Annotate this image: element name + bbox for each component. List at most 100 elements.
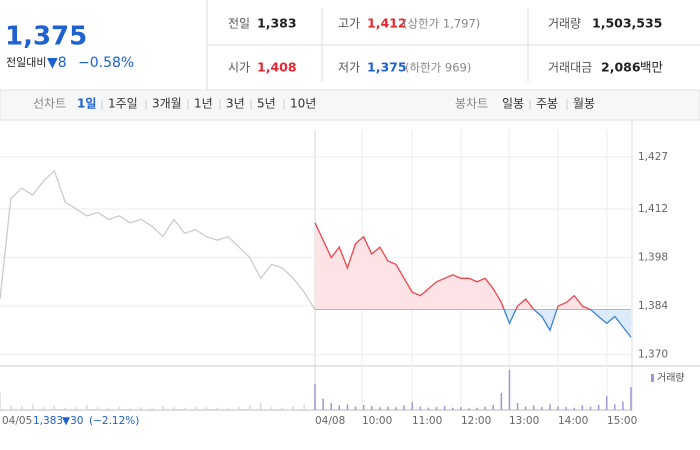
volume-bar: [173, 407, 175, 410]
volume-bar: [259, 403, 262, 410]
volume-bar: [524, 406, 527, 410]
y-tick-label: 1,370: [638, 349, 668, 361]
y-tick-label: 1,398: [638, 252, 668, 264]
volume-bar: [516, 403, 519, 410]
stat-note: (하한가 969): [405, 61, 471, 75]
period-tab[interactable]: 1일: [77, 97, 96, 111]
y-tick-label: 1,384: [638, 300, 668, 312]
volume-bar: [492, 404, 495, 410]
volume-bar: [107, 407, 110, 410]
prev-rate: (−2.12%): [89, 415, 139, 427]
change-rate: −0.58%: [78, 55, 134, 71]
change-label: 전일대비: [6, 55, 46, 69]
volume-bar: [387, 406, 389, 410]
x-tick-label: 11:00: [412, 415, 442, 427]
stat-label: 고가: [338, 17, 360, 31]
volume-bar: [549, 404, 551, 410]
x-tick-label: 15:00: [607, 415, 637, 427]
tabs: 선차트 1일 1주일 3개월 1년 3년 5년 10년 봉차트 일봉 주봉 월봉: [33, 97, 595, 111]
volume-bar: [20, 406, 23, 410]
volume-bar: [42, 407, 45, 410]
volume-bar: [118, 406, 121, 410]
volume-bar: [238, 406, 240, 410]
volume-bar: [427, 407, 430, 410]
volume-bar: [194, 406, 197, 410]
x-tick-label: 12:00: [461, 415, 491, 427]
volume-bar: [346, 404, 349, 410]
volume-bar: [605, 395, 608, 410]
volume-bar: [395, 407, 397, 410]
volume-bar: [75, 406, 77, 410]
stat-label: 거래대금: [548, 61, 592, 75]
stat-value: 1,408: [257, 60, 297, 75]
candle-tab[interactable]: 월봉: [573, 97, 595, 111]
stat-label: 거래량: [548, 17, 581, 31]
volume-bar: [292, 406, 295, 410]
volume-bar: [614, 404, 616, 410]
volume-bar: [64, 407, 66, 410]
volume-bar: [362, 404, 365, 410]
x-tick-label: 04/05: [2, 415, 32, 427]
stat-label: 시가: [228, 61, 250, 75]
price-line: [314, 222, 632, 338]
volume-bar: [330, 403, 332, 410]
stat-value: 1,503,535: [592, 16, 662, 31]
stat-label: 저가: [338, 61, 360, 75]
volume-bar: [403, 405, 405, 410]
volume-bar: [322, 398, 324, 410]
stat-note: (상한가 1,797): [403, 17, 480, 31]
period-tab[interactable]: 5년: [257, 97, 276, 111]
volume-bar: [151, 407, 153, 410]
volume-bar: [303, 404, 305, 410]
period-tab[interactable]: 3개월: [152, 97, 182, 111]
prev-day-line: [0, 169, 316, 310]
volume-bar: [468, 408, 470, 410]
volume-bar: [86, 404, 88, 410]
period-tab[interactable]: 3년: [226, 97, 245, 111]
volume-bar: [622, 401, 624, 410]
volume-bar: [573, 407, 576, 410]
candle-tab[interactable]: 일봉: [502, 97, 524, 111]
volume-bar: [500, 392, 503, 410]
volume-bar: [557, 406, 559, 410]
volume-bar: [53, 406, 56, 410]
candle-tab[interactable]: 주봉: [536, 97, 558, 111]
stat-value: 1,383: [257, 16, 297, 31]
period-tab[interactable]: 1주일: [108, 97, 138, 111]
volume-bar: [354, 406, 357, 410]
volume-bar: [129, 408, 132, 410]
x-tick-label: 14:00: [558, 415, 588, 427]
x-tick-label: 13:00: [509, 415, 539, 427]
volume-bar: [281, 407, 284, 410]
volume-bar: [205, 407, 208, 410]
current-price: 1,375: [5, 22, 87, 52]
prev-close: 1,383: [33, 415, 63, 427]
volume-bar: [508, 370, 511, 410]
legend-swatch: [651, 374, 654, 382]
x-tick-label: 04/08: [315, 415, 345, 427]
period-tab[interactable]: 1년: [194, 97, 213, 111]
stat-value: 2,086: [601, 60, 641, 75]
period-tab[interactable]: 10년: [290, 97, 316, 111]
volume-bar: [484, 406, 486, 410]
volume-bar: [581, 405, 584, 410]
volume-bar: [216, 407, 218, 410]
x-tick-label: 10:00: [362, 415, 392, 427]
tab-bar: [0, 89, 700, 121]
stat-value: 1,412: [367, 16, 407, 31]
volume-bar: [411, 402, 413, 410]
tab-group-label: 선차트: [33, 97, 66, 111]
prev-change: ▼30: [62, 415, 83, 427]
y-tick-label: 1,427: [638, 151, 668, 163]
stat-label: 전일: [228, 17, 250, 31]
volume-bar: [249, 405, 251, 410]
volume-bar: [460, 407, 462, 410]
legend-label: 거래량: [657, 372, 685, 384]
volume-bar: [183, 407, 186, 410]
volume-bar: [97, 407, 99, 410]
volume-bar: [533, 405, 535, 410]
volume-bar: [565, 407, 567, 410]
volume-bar: [379, 407, 381, 410]
